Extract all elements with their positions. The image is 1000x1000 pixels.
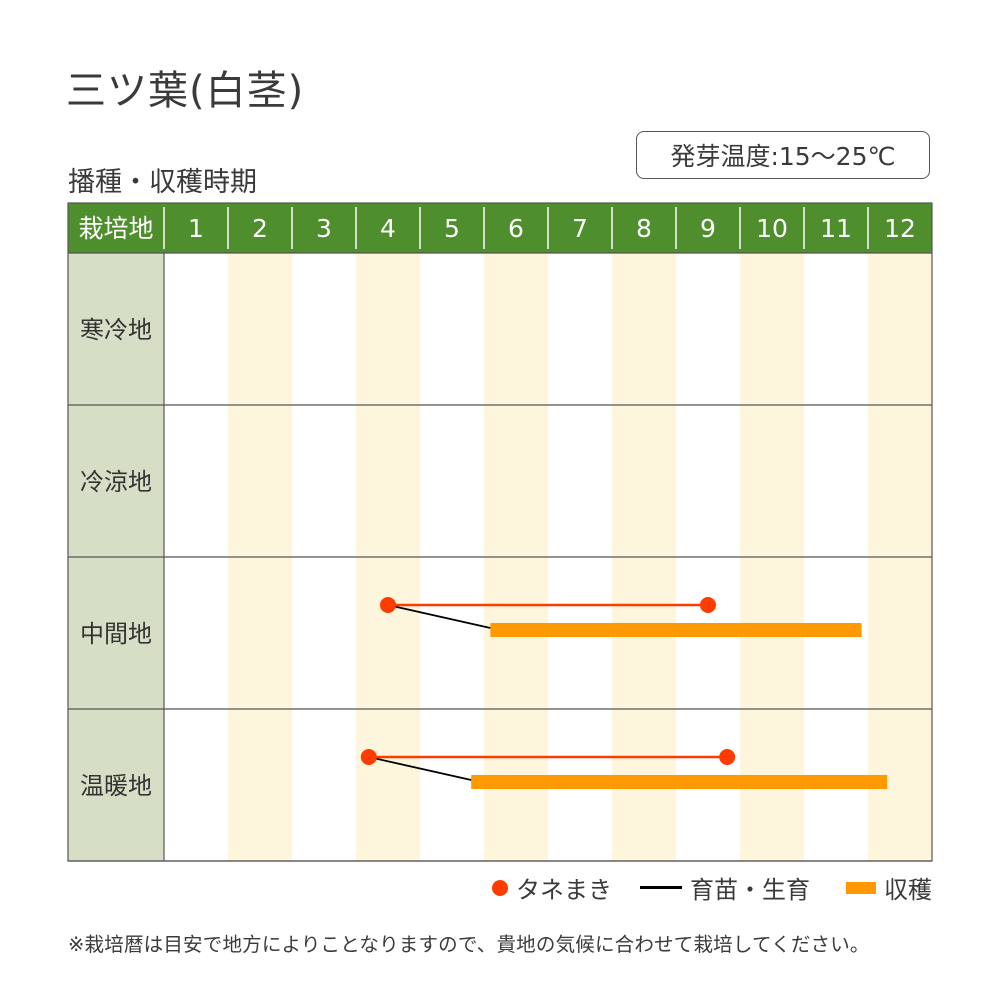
growing-line (368, 756, 472, 781)
growing-line (387, 604, 491, 629)
legend-harvest: 収穫 (810, 870, 932, 905)
region-label: 寒冷地 (80, 316, 152, 344)
month-tick-label: 8 (636, 214, 652, 243)
region-label: 温暖地 (80, 772, 152, 800)
harvest-bar (490, 623, 862, 637)
legend-harvest-label: 収穫 (884, 876, 932, 904)
header-background (68, 203, 932, 253)
month-tick-label: 11 (820, 214, 852, 243)
legend-growing-label: 育苗・生育 (690, 876, 810, 904)
sowing-dot-icon (492, 879, 508, 896)
sowing-end-point (719, 749, 736, 765)
harvest-bar-icon (846, 881, 876, 894)
sowing-start-point (380, 597, 396, 613)
month-tick-label: 3 (316, 214, 332, 243)
month-tick-label: 5 (444, 214, 460, 243)
sowing-start-point (360, 749, 377, 765)
legend-sowing-label: タネまき (516, 876, 612, 904)
sowing-end-point (700, 597, 716, 613)
region-label: 中間地 (80, 620, 152, 648)
footnote: ※栽培暦は目安で地方によりことなりますので、貴地の気候に合わせて栽培してください… (68, 933, 870, 956)
month-tick-label: 4 (380, 214, 396, 243)
chart-outer-border (67, 202, 933, 862)
page-title: 三ツ葉(白茎) (66, 68, 305, 114)
month-tick-label: 7 (572, 214, 588, 243)
month-tick-label: 12 (884, 214, 916, 243)
chart-subtitle: 播種・収穫時期 (68, 167, 257, 198)
germination-temperature-badge: 発芽温度:15〜25℃ (636, 131, 930, 179)
growing-line-icon (640, 886, 682, 889)
legend-growing: 育苗・生育 (612, 870, 810, 905)
month-tick-label: 10 (756, 214, 788, 243)
month-tick-label: 1 (188, 214, 204, 243)
legend-sowing: タネまき (492, 870, 612, 905)
month-tick-label: 2 (252, 214, 268, 243)
region-label: 冷涼地 (80, 468, 152, 496)
month-tick-label: 9 (700, 214, 716, 243)
chart-legend: タネまき 育苗・生育 収穫 (492, 870, 932, 905)
harvest-bar (471, 775, 888, 789)
header-region-label: 栽培地 (78, 214, 153, 243)
month-tick-label: 6 (508, 214, 524, 243)
